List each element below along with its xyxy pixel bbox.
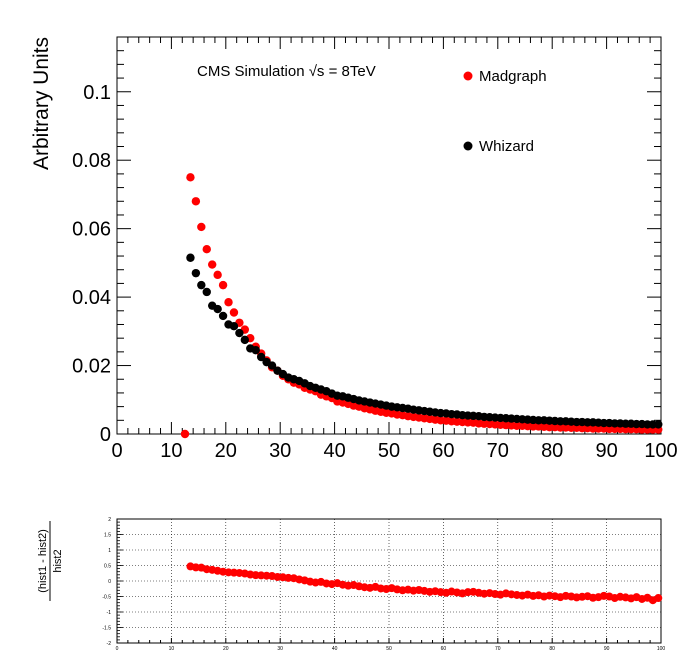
data-point-whizard: [654, 420, 663, 429]
legend-marker-madgraph: [463, 71, 473, 81]
main-x-tick-label: 30: [269, 440, 291, 462]
data-point-whizard: [218, 311, 228, 321]
ratio-x-tick-label: 60: [441, 646, 447, 652]
ratio-x-tick-label: 100: [657, 646, 666, 652]
ratio-y-tick-label: 1.5: [104, 533, 111, 539]
ratio-x-tick-label: 90: [604, 646, 610, 652]
ratio-y-tick-label: 2: [108, 517, 111, 523]
ratio-x-tick-label: 20: [223, 646, 229, 652]
data-point-whizard: [229, 321, 239, 331]
legend-label-whizard: Whizard: [479, 138, 534, 155]
data-point-madgraph: [197, 222, 206, 232]
ratio-y-label-denominator: hist2: [52, 549, 64, 572]
main-x-tick-label: 10: [160, 440, 182, 462]
ratio-y-tick-label: -1.5: [102, 626, 111, 632]
ratio-series: [186, 562, 663, 605]
ratio-x-tick-label: 0: [116, 646, 119, 652]
ratio-x-tick-label: 80: [549, 646, 555, 652]
ratio-plot-panel: 0 10 20 30 40 50 60 70 80 90 100 -2 -1.5 -1 -0.5 0 0.5 1 1…: [37, 517, 665, 652]
main-y-tick-label: 0.04: [72, 287, 111, 309]
data-point-madgraph: [202, 244, 211, 254]
main-x-tick-label: 70: [487, 440, 509, 462]
data-point-madgraph: [208, 260, 217, 269]
main-plot-frame: [116, 36, 662, 435]
data-point-whizard: [191, 268, 201, 278]
main-plot-panel: 0 10 20 30 40 50 60 70 80 90 100 0 0.02 0.04 0.06 0.08 0…: [30, 36, 678, 462]
data-point-madgraph: [213, 270, 222, 280]
ratio-y-tick-label: 1: [108, 548, 111, 554]
data-point-whizard: [251, 345, 260, 355]
ratio-y-tick-label: 0: [108, 579, 111, 585]
main-y-tick-label: 0.08: [72, 150, 111, 172]
ratio-y-axis-label: (hist1 - hist2) hist2: [37, 521, 64, 601]
data-point-madgraph: [186, 173, 195, 182]
main-x-tick-label: 20: [215, 440, 237, 462]
cms-simulation-annotation: CMS Simulation √s = 8TeV: [197, 63, 376, 80]
ratio-x-tick-label: 70: [495, 646, 501, 652]
legend-label-madgraph: Madgraph: [479, 68, 547, 85]
series-madgraph: [180, 173, 663, 439]
main-x-tick-label: 40: [323, 440, 345, 462]
data-point-whizard: [186, 253, 195, 262]
ratio-y-tick-label: -2: [107, 641, 112, 647]
ratio-y-label-numerator: (hist1 - hist2): [37, 529, 49, 593]
data-point-whizard: [213, 304, 222, 314]
ratio-data-point: [654, 594, 663, 603]
ratio-x-tick-label: 50: [386, 646, 392, 652]
main-x-tick-label: 100: [644, 440, 677, 462]
main-x-tick-label: 0: [111, 440, 122, 462]
data-point-whizard: [235, 328, 244, 338]
data-point-whizard: [267, 361, 277, 370]
ratio-y-tick-label: -1: [107, 610, 112, 616]
data-point-whizard: [256, 352, 266, 362]
data-point-whizard: [240, 335, 250, 345]
ratio-y-tick-label: 0.5: [104, 564, 111, 570]
ratio-x-tick-label: 40: [332, 646, 338, 652]
data-point-madgraph: [224, 298, 233, 307]
ratio-x-tick-label: 30: [277, 646, 283, 652]
data-point-whizard: [202, 287, 211, 297]
main-x-tick-label: 60: [432, 440, 454, 462]
main-y-axis-label: Arbitrary Units: [30, 37, 53, 170]
main-y-tick-label: 0.06: [72, 219, 111, 241]
data-point-madgraph: [180, 429, 190, 439]
ratio-y-tick-label: -0.5: [102, 595, 111, 601]
ratio-x-tick-label: 10: [169, 646, 175, 652]
data-point-madgraph: [191, 197, 201, 206]
main-y-tick-label: 0: [100, 424, 111, 446]
main-x-tick-label: 90: [595, 440, 617, 462]
series-whizard: [186, 253, 663, 429]
main-x-tick-label: 50: [378, 440, 400, 462]
legend-marker-whizard: [463, 141, 473, 151]
data-point-madgraph: [229, 308, 239, 317]
main-x-tick-label: 80: [541, 440, 563, 462]
data-point-madgraph: [218, 280, 228, 290]
main-y-tick-label: 0.02: [72, 356, 111, 378]
data-point-whizard: [197, 280, 206, 290]
main-y-tick-label: 0.1: [83, 82, 111, 104]
